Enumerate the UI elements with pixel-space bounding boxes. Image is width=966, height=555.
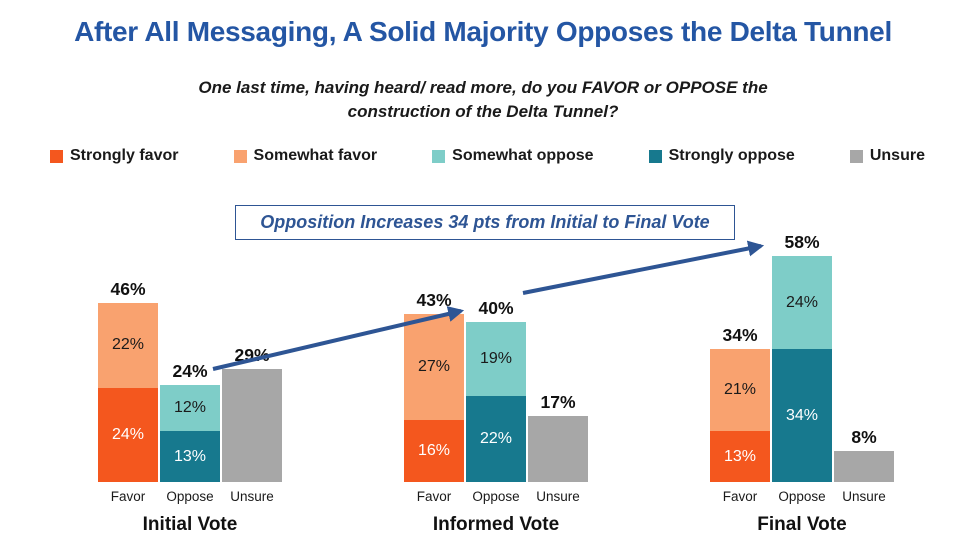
bar-initial-vote-favor: 24% 22% 46% xyxy=(98,279,158,482)
segment-strongly-favor: 24% xyxy=(98,388,158,482)
total-label: 34% xyxy=(722,325,758,346)
segment-value-label: 22% xyxy=(479,430,513,448)
survey-question: One last time, having heard/ read more, … xyxy=(0,76,966,124)
segment-somewhat-oppose: 24% xyxy=(772,255,832,350)
segment-strongly-favor: 13% xyxy=(710,431,770,482)
category-label-favor: Favor xyxy=(110,489,146,504)
total-label: 40% xyxy=(478,298,514,319)
legend-label: Somewhat oppose xyxy=(452,147,594,164)
bar-informed-vote-favor: 16% 27% 43% xyxy=(404,290,464,482)
segment-value-label: 16% xyxy=(417,441,451,459)
legend-swatch-somewhat-favor-icon xyxy=(233,149,247,163)
survey-question-line1: One last time, having heard/ read more, … xyxy=(198,78,768,97)
bar-initial-vote-unsure: 29% xyxy=(222,345,282,482)
segment-value-label: 34% xyxy=(785,406,819,424)
segment-value-label: 22% xyxy=(111,336,145,354)
category-label-unsure: Unsure xyxy=(842,489,886,504)
bar-informed-vote-unsure: 17% xyxy=(528,392,588,482)
group-label-initial-vote: Initial Vote xyxy=(142,514,238,535)
segment-strongly-oppose: 22% xyxy=(466,396,526,482)
legend-swatch-unsure-icon xyxy=(849,149,863,163)
legend-label: Strongly favor xyxy=(70,147,179,164)
annotation-box: Opposition Increases 34 pts from Initial… xyxy=(235,205,735,240)
legend-item-strongly-oppose: Strongly oppose xyxy=(648,147,795,165)
category-label-favor: Favor xyxy=(416,489,452,504)
segment-value-label: 13% xyxy=(173,447,207,465)
total-label: 29% xyxy=(234,344,270,365)
legend-label: Somewhat favor xyxy=(253,147,378,164)
segment-value-label: 12% xyxy=(173,398,207,416)
bar-final-vote-unsure: 8% xyxy=(834,427,894,482)
segment-value-label: 24% xyxy=(785,293,819,311)
total-label: 8% xyxy=(851,426,877,447)
segment-unsure xyxy=(834,450,894,482)
segment-value-label: 13% xyxy=(723,447,757,465)
bar-initial-vote-oppose: 13% 12% 24% xyxy=(160,361,220,482)
total-label: 46% xyxy=(110,278,146,299)
segment-value-label: 21% xyxy=(723,381,757,399)
legend-item-unsure: Unsure xyxy=(849,147,925,165)
category-label-favor: Favor xyxy=(722,489,758,504)
bar-final-vote-favor: 13% 21% 34% xyxy=(710,325,770,482)
bar-informed-vote-oppose: 22% 19% 40% xyxy=(466,298,526,482)
category-label-oppose: Oppose xyxy=(778,489,826,504)
segment-value-label: 19% xyxy=(479,350,513,368)
total-label: 58% xyxy=(784,231,820,252)
bar-final-vote-oppose: 34% 24% 58% xyxy=(772,232,832,482)
legend-label: Strongly oppose xyxy=(668,147,795,164)
category-label-unsure: Unsure xyxy=(536,489,580,504)
total-label: 17% xyxy=(540,391,576,412)
segment-somewhat-favor: 22% xyxy=(98,302,158,389)
legend-swatch-strongly-favor-icon xyxy=(50,149,63,163)
legend: Strongly favor Somewhat favor Somewhat opp… xyxy=(50,147,925,165)
segment-value-label: 27% xyxy=(417,357,451,375)
category-label-oppose: Oppose xyxy=(472,489,520,504)
segment-value-label: 24% xyxy=(111,426,145,444)
legend-label: Unsure xyxy=(869,147,925,164)
total-label: 43% xyxy=(416,290,452,311)
page-title: After All Messaging, A Solid Majority Op… xyxy=(74,16,892,47)
survey-question-line2: construction of the Delta Tunnel? xyxy=(347,102,619,121)
segment-unsure xyxy=(528,415,588,482)
segment-strongly-favor: 16% xyxy=(404,419,464,482)
group-label-informed-vote: Informed Vote xyxy=(432,514,560,535)
legend-item-strongly-favor: Strongly favor xyxy=(50,147,178,165)
segment-strongly-oppose: 13% xyxy=(160,431,220,482)
category-label-unsure: Unsure xyxy=(230,489,274,504)
total-label: 24% xyxy=(172,360,208,381)
legend-swatch-somewhat-oppose-icon xyxy=(432,149,446,163)
segment-strongly-oppose: 34% xyxy=(772,349,832,482)
segment-unsure xyxy=(222,368,282,482)
annotation-text: Opposition Increases 34 pts from Initial… xyxy=(260,212,710,232)
segment-somewhat-oppose: 19% xyxy=(466,322,526,397)
segment-somewhat-favor: 21% xyxy=(710,349,770,432)
category-label-oppose: Oppose xyxy=(166,489,214,504)
legend-swatch-strongly-oppose-icon xyxy=(648,149,662,163)
legend-item-somewhat-favor: Somewhat favor xyxy=(233,147,378,165)
group-label-final-vote: Final Vote xyxy=(757,514,847,535)
segment-somewhat-oppose: 12% xyxy=(160,384,220,432)
legend-item-somewhat-oppose: Somewhat oppose xyxy=(432,147,594,165)
segment-somewhat-favor: 27% xyxy=(404,314,464,420)
